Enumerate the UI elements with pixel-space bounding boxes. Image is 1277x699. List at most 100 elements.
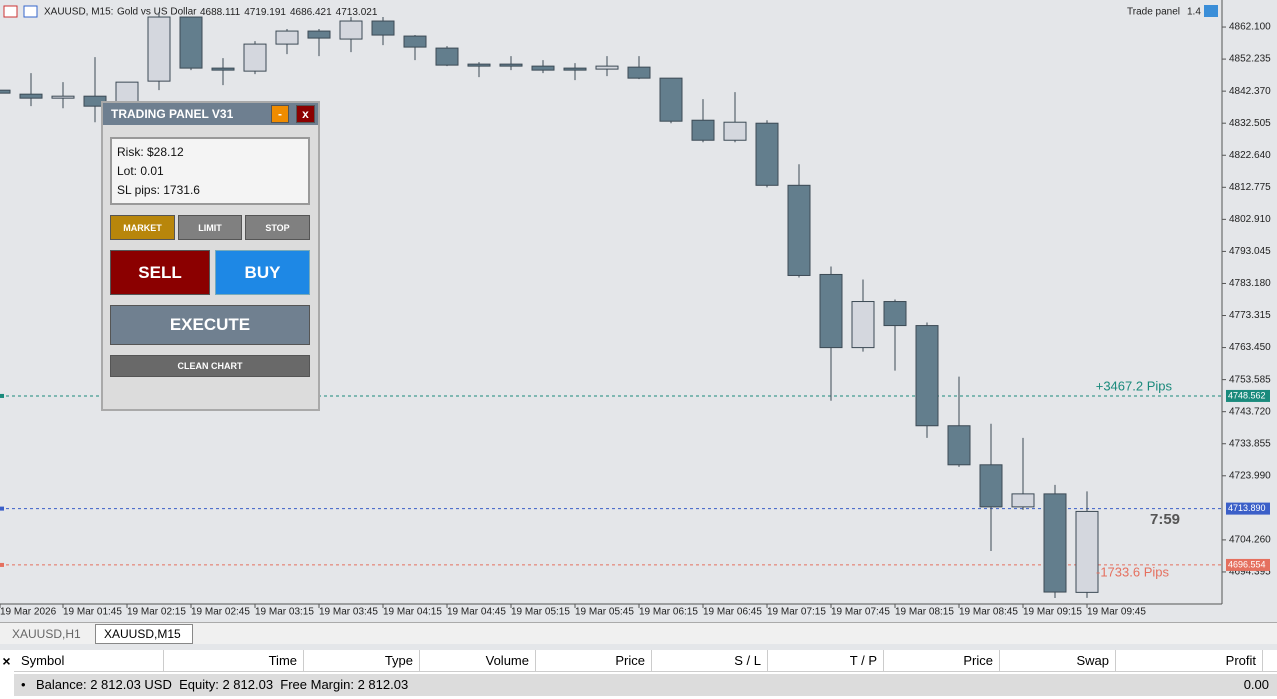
column-header[interactable]: Volume [420, 650, 536, 672]
panel-icon[interactable] [1204, 5, 1218, 17]
stop-button[interactable]: STOP [245, 215, 310, 240]
execute-button[interactable]: EXECUTE [110, 305, 310, 345]
y-tick-label: 4723.990 [1229, 470, 1271, 481]
candle-body [659, 77, 683, 122]
candle-body [307, 30, 331, 39]
x-tick-label: 19 Mar 03:15 [255, 607, 314, 618]
minimize-button[interactable]: - [271, 105, 289, 123]
y-tick-label: 4793.045 [1229, 246, 1271, 257]
clean-chart-button[interactable]: CLEAN CHART [110, 355, 310, 377]
x-tick-label: 19 Mar 08:45 [959, 607, 1018, 618]
x-tick-label: 19 Mar 02:15 [127, 607, 186, 618]
y-tick-label: 4822.640 [1229, 150, 1271, 161]
close-button[interactable]: x [296, 105, 315, 123]
toolbox-close[interactable]: × [2, 653, 11, 669]
column-header[interactable]: Symbol [14, 650, 164, 672]
y-tick-label: 4783.180 [1229, 278, 1271, 289]
menu-icon[interactable] [3, 5, 18, 18]
y-tick-label: 4852.235 [1229, 54, 1271, 65]
risk: Risk: $28.12 [117, 145, 184, 159]
candle-body [339, 20, 363, 40]
y-tick-label: 4862.100 [1229, 22, 1271, 33]
candle-body [691, 119, 715, 141]
y-tick-label: 4704.260 [1229, 535, 1271, 546]
y-tick-label: 4743.720 [1229, 406, 1271, 417]
candle-body [211, 67, 235, 71]
candle-body [979, 464, 1003, 508]
column-header[interactable]: Swap [1000, 650, 1116, 672]
info-box: Risk: $28.12 Lot: 0.01 SL pips: 1731.6 [110, 137, 310, 205]
candle-body [915, 325, 939, 427]
x-tick-label: 19 Mar 05:45 [575, 607, 634, 618]
price-tag [1226, 558, 1270, 571]
balance-summary: Balance: 2 812.03 USD Equity: 2 812.03 F… [36, 677, 409, 692]
sell-button[interactable]: SELL [110, 250, 210, 295]
x-tick-label: 19 Mar 06:45 [703, 607, 762, 618]
trading-panel: TRADING PANEL V31 - x Risk: $28.12 Lot: … [101, 101, 320, 411]
tab[interactable]: XAUUSD,H1 [12, 627, 81, 641]
column-header[interactable]: Time [164, 650, 304, 672]
lot: Lot: 0.01 [117, 164, 164, 178]
x-tick-label: 19 Mar 03:45 [319, 607, 378, 618]
market-button[interactable]: MARKET [110, 215, 175, 240]
x-tick-label: 19 Mar 04:15 [383, 607, 442, 618]
candle-body [595, 65, 619, 70]
profit: 0.00 [1243, 677, 1269, 692]
candle-body [0, 89, 11, 94]
x-tick-label: 19 Mar 07:15 [767, 607, 826, 618]
candle-body [499, 63, 523, 67]
candle-body [755, 122, 779, 186]
candle-body [51, 95, 75, 99]
column-header[interactable]: Price [536, 650, 652, 672]
candle-body [883, 301, 907, 327]
x-tick-label: 19 Mar 04:45 [447, 607, 506, 618]
x-tick-label: 19 Mar 07:45 [831, 607, 890, 618]
candle-body [819, 273, 843, 349]
column-header[interactable]: Profit [1116, 650, 1263, 672]
candle-timer: 7:59 [1150, 511, 1180, 528]
ohlc: 4688.111 4719.191 4686.421 4713.021 [200, 7, 378, 18]
candle-body [275, 30, 299, 45]
candle-body [179, 16, 203, 69]
candle-body [787, 184, 811, 276]
column-header[interactable]: T / P [768, 650, 884, 672]
candle-body [1011, 493, 1035, 508]
level-marker [0, 562, 4, 567]
price-tag-label: 4748.562 [1228, 390, 1266, 400]
column-header[interactable]: S / L [652, 650, 768, 672]
candle-body [371, 20, 395, 36]
candle-body [243, 43, 267, 72]
tab-bar: XAUUSD,H1 XAUUSD,M15 [0, 622, 1277, 644]
tab-active[interactable]: XAUUSD,M15 [95, 624, 193, 644]
price-tag-label: 4713.890 [1228, 503, 1266, 513]
panel-titlebar: TRADING PANEL V31 - x [103, 103, 318, 125]
candle-body [115, 81, 139, 103]
buy-button[interactable]: BUY [215, 250, 310, 295]
pips-label: -1733.6 Pips [1096, 564, 1169, 579]
x-tick-label: 19 Mar 09:45 [1087, 607, 1146, 618]
chart-icon[interactable] [23, 5, 38, 18]
candle-body [147, 16, 171, 82]
x-tick-label: 19 Mar 01:45 [63, 607, 122, 618]
candle-body [19, 93, 43, 99]
candle-body [467, 63, 491, 67]
y-tick-label: 4832.505 [1229, 118, 1271, 129]
limit-button[interactable]: LIMIT [178, 215, 242, 240]
column-header[interactable]: Price [884, 650, 1000, 672]
candle-body [947, 425, 971, 466]
x-tick-label: 19 Mar 2026 [0, 607, 57, 618]
price-tag [1226, 389, 1270, 402]
y-tick-label: 4753.585 [1229, 374, 1271, 385]
description: Gold vs US Dollar [117, 7, 197, 18]
x-tick-label: 19 Mar 02:45 [191, 607, 250, 618]
y-tick-label: 4694.395 [1229, 567, 1271, 578]
y-tick-label: 4773.315 [1229, 310, 1271, 321]
y-tick-label: 4802.910 [1229, 214, 1271, 225]
candle-body [403, 35, 427, 48]
x-tick-label: 19 Mar 05:15 [511, 607, 570, 618]
ohlc-value: 4686.421 [290, 7, 332, 18]
column-header[interactable]: Type [304, 650, 420, 672]
y-tick-label: 4842.370 [1229, 86, 1271, 97]
